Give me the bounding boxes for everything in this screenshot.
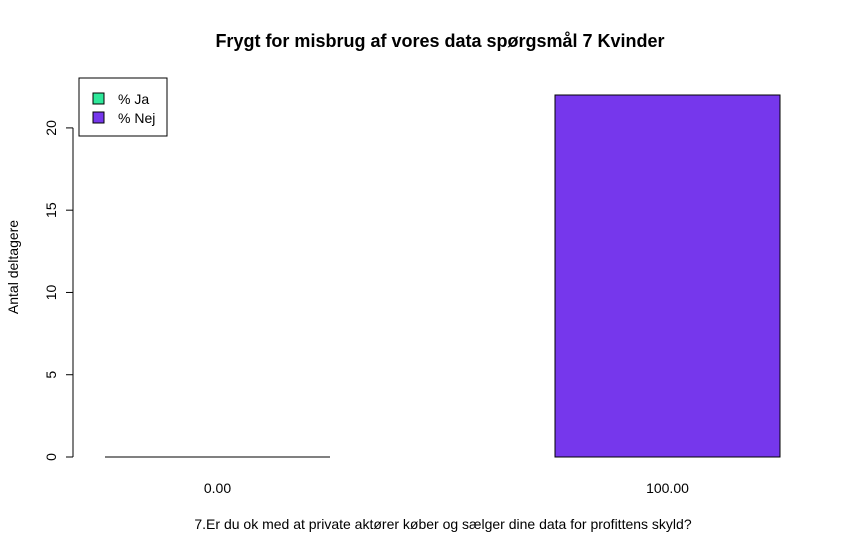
legend-label-nej: % Nej <box>118 110 155 126</box>
legend-swatch-nej <box>92 111 105 124</box>
y-tick-label: 20 <box>43 120 59 136</box>
legend-box <box>78 77 168 137</box>
y-tick-label: 5 <box>43 371 59 379</box>
y-axis-label: Antal deltagere <box>5 220 21 314</box>
bar-nej-1 <box>554 94 781 458</box>
y-axis: 0 5 10 15 20 <box>43 120 74 461</box>
y-tick-label: 15 <box>43 202 59 218</box>
bars <box>105 94 781 458</box>
chart-title: Frygt for misbrug af vores data spørgsmå… <box>215 31 664 51</box>
category-labels: 0.00 100.00 <box>204 480 689 496</box>
y-tick-label: 10 <box>43 284 59 300</box>
category-label: 0.00 <box>204 480 231 496</box>
category-label: 100.00 <box>646 480 689 496</box>
legend-label-ja: % Ja <box>118 91 149 107</box>
legend: % Ja % Nej <box>78 77 168 137</box>
x-axis-label: 7.Er du ok med at private aktører køber … <box>194 516 691 532</box>
legend-swatch-ja <box>92 92 105 105</box>
y-tick-label: 0 <box>43 453 59 461</box>
